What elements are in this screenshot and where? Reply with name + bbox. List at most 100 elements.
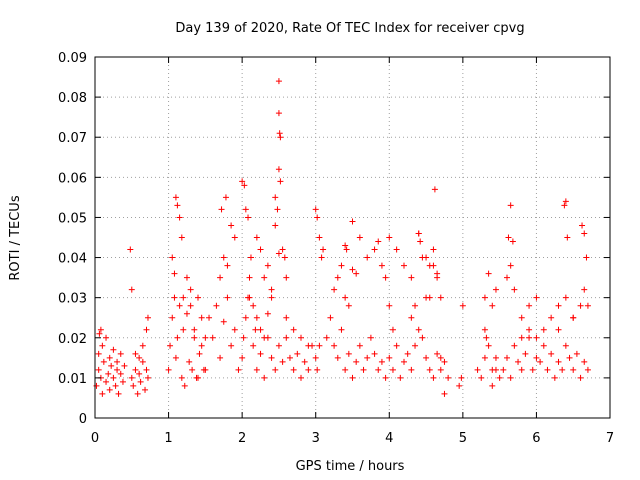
data-point xyxy=(504,274,510,281)
y-tick-label: 0 xyxy=(79,412,87,427)
data-point xyxy=(220,318,227,325)
data-point xyxy=(187,302,194,309)
data-point xyxy=(345,350,352,357)
data-point xyxy=(526,302,533,309)
data-point xyxy=(274,206,281,213)
data-point xyxy=(548,314,555,321)
data-point xyxy=(353,270,360,277)
data-point xyxy=(257,326,264,333)
data-point xyxy=(268,354,275,361)
x-tick-label: 1 xyxy=(164,431,172,446)
data-point xyxy=(112,382,119,389)
data-point xyxy=(423,354,430,361)
data-point xyxy=(415,326,422,333)
data-point xyxy=(445,374,452,381)
data-point xyxy=(139,342,146,349)
data-point xyxy=(331,286,338,293)
data-point xyxy=(458,374,465,381)
data-point xyxy=(144,374,151,381)
data-point xyxy=(281,254,288,261)
data-point xyxy=(240,334,247,341)
data-point xyxy=(570,314,577,321)
data-point xyxy=(577,374,584,381)
y-tick-label: 0.03 xyxy=(58,292,87,307)
data-point xyxy=(172,354,179,361)
data-point xyxy=(217,354,224,361)
data-point xyxy=(496,374,503,381)
data-point xyxy=(224,294,231,301)
data-point xyxy=(474,366,481,373)
data-point xyxy=(522,350,529,357)
data-points xyxy=(93,78,591,397)
data-point xyxy=(441,358,448,365)
data-point xyxy=(106,386,113,393)
data-point xyxy=(202,366,209,373)
grid-lines xyxy=(95,57,610,418)
data-point xyxy=(105,370,112,377)
data-point xyxy=(143,326,150,333)
data-point xyxy=(127,246,134,253)
data-point xyxy=(561,202,568,209)
data-point xyxy=(371,350,378,357)
data-point xyxy=(253,234,260,241)
data-point xyxy=(206,314,213,321)
data-point xyxy=(343,246,350,253)
data-point xyxy=(218,206,225,213)
data-point xyxy=(93,382,100,389)
data-point xyxy=(117,350,124,357)
data-point xyxy=(128,374,135,381)
data-point xyxy=(290,366,297,373)
data-point xyxy=(505,234,512,241)
data-point xyxy=(533,334,540,341)
data-point xyxy=(349,266,356,273)
data-point xyxy=(277,134,284,141)
x-tick-label: 5 xyxy=(459,431,467,446)
data-point xyxy=(314,366,321,373)
data-point xyxy=(96,330,103,337)
data-point xyxy=(378,262,385,269)
data-point xyxy=(404,350,411,357)
data-point xyxy=(183,274,190,281)
data-point xyxy=(489,302,496,309)
data-point xyxy=(533,294,540,301)
data-point xyxy=(198,342,205,349)
data-point xyxy=(130,382,137,389)
data-point xyxy=(423,294,430,301)
data-point xyxy=(375,366,382,373)
data-point xyxy=(100,358,107,365)
data-point xyxy=(174,202,181,209)
data-point xyxy=(176,214,183,221)
data-point xyxy=(139,358,146,365)
data-point xyxy=(584,366,591,373)
data-point xyxy=(290,326,297,333)
data-point xyxy=(437,366,444,373)
data-point xyxy=(555,326,562,333)
data-point xyxy=(275,166,282,173)
data-point xyxy=(507,202,514,209)
y-tick-label: 0.02 xyxy=(58,332,87,347)
data-point xyxy=(239,354,246,361)
data-point xyxy=(97,326,104,333)
y-tick-label: 0.08 xyxy=(58,91,87,106)
data-point xyxy=(507,374,514,381)
data-point xyxy=(261,334,268,341)
axis-ticks: 0 1 2 3 4 5 6 7 0 0.01 0.02 0.03 0.04 0.05 0.06 0.07 0.0… xyxy=(58,51,614,446)
data-point xyxy=(245,214,252,221)
data-point xyxy=(95,350,102,357)
data-point xyxy=(570,366,577,373)
data-point xyxy=(342,366,349,373)
data-point xyxy=(220,254,227,261)
data-point xyxy=(511,286,518,293)
data-point xyxy=(180,294,187,301)
x-tick-label: 7 xyxy=(606,431,614,446)
data-point xyxy=(349,374,356,381)
data-point xyxy=(581,230,588,237)
data-point xyxy=(338,326,345,333)
data-point xyxy=(338,262,345,269)
data-point xyxy=(389,326,396,333)
data-point xyxy=(110,374,117,381)
data-point xyxy=(137,378,144,385)
data-point xyxy=(408,274,415,281)
data-point xyxy=(437,354,444,361)
